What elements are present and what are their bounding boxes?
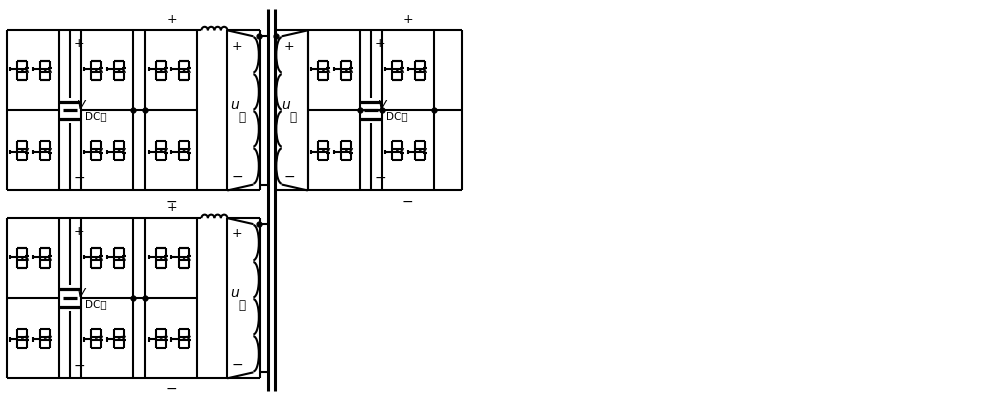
Polygon shape: [326, 68, 330, 73]
Polygon shape: [122, 68, 126, 73]
Polygon shape: [160, 70, 162, 72]
Text: −: −: [231, 358, 243, 372]
Text: DC甲: DC甲: [85, 111, 107, 121]
Polygon shape: [322, 149, 325, 151]
Polygon shape: [44, 149, 46, 151]
Text: $V$: $V$: [377, 99, 388, 112]
Text: 乙: 乙: [239, 299, 246, 312]
Polygon shape: [48, 336, 52, 340]
Polygon shape: [187, 148, 191, 153]
Text: $V$: $V$: [76, 99, 87, 112]
Polygon shape: [21, 258, 24, 260]
Text: 甲: 甲: [239, 111, 246, 124]
Text: $u$: $u$: [230, 286, 241, 300]
Polygon shape: [44, 70, 46, 72]
Polygon shape: [160, 337, 162, 339]
Text: +: +: [231, 40, 242, 53]
Text: +: +: [375, 37, 385, 50]
Polygon shape: [21, 70, 24, 72]
Text: −: −: [166, 194, 177, 208]
Text: +: +: [74, 37, 84, 50]
Polygon shape: [396, 149, 399, 151]
Polygon shape: [326, 148, 330, 153]
Polygon shape: [164, 148, 168, 153]
Polygon shape: [118, 337, 120, 339]
Polygon shape: [160, 258, 162, 260]
Text: +: +: [166, 13, 177, 26]
Polygon shape: [423, 68, 427, 73]
Polygon shape: [345, 149, 348, 151]
Polygon shape: [25, 148, 29, 153]
Polygon shape: [48, 148, 52, 153]
Polygon shape: [400, 68, 404, 73]
Polygon shape: [99, 68, 103, 73]
Text: −: −: [166, 382, 177, 396]
Text: +: +: [402, 13, 413, 26]
Polygon shape: [187, 68, 191, 73]
Polygon shape: [396, 70, 399, 72]
Polygon shape: [164, 256, 168, 260]
Polygon shape: [48, 68, 52, 73]
Polygon shape: [187, 256, 191, 260]
Polygon shape: [122, 256, 126, 260]
Polygon shape: [95, 337, 97, 339]
Text: +: +: [284, 40, 294, 53]
Polygon shape: [25, 336, 29, 340]
Text: −: −: [74, 358, 85, 372]
Text: −: −: [402, 194, 413, 208]
Polygon shape: [44, 258, 46, 260]
Text: $u$: $u$: [230, 98, 241, 112]
Polygon shape: [99, 336, 103, 340]
Polygon shape: [21, 337, 24, 339]
Polygon shape: [48, 256, 52, 260]
Text: DC丙: DC丙: [386, 111, 408, 121]
Polygon shape: [400, 148, 404, 153]
Polygon shape: [345, 70, 348, 72]
Text: −: −: [74, 171, 85, 185]
Polygon shape: [118, 258, 120, 260]
Polygon shape: [419, 149, 421, 151]
Text: 丙: 丙: [289, 111, 296, 124]
Text: −: −: [375, 171, 386, 185]
Polygon shape: [349, 68, 353, 73]
Polygon shape: [25, 68, 29, 73]
Polygon shape: [322, 70, 325, 72]
Text: −: −: [284, 170, 295, 184]
Polygon shape: [95, 70, 97, 72]
Polygon shape: [122, 336, 126, 340]
Polygon shape: [95, 149, 97, 151]
Polygon shape: [118, 70, 120, 72]
Polygon shape: [99, 256, 103, 260]
Text: −: −: [231, 170, 243, 184]
Polygon shape: [183, 70, 185, 72]
Polygon shape: [187, 336, 191, 340]
Text: DC乙: DC乙: [85, 299, 107, 309]
Polygon shape: [349, 148, 353, 153]
Polygon shape: [419, 70, 421, 72]
Polygon shape: [183, 149, 185, 151]
Text: +: +: [74, 224, 84, 238]
Polygon shape: [44, 337, 46, 339]
Text: +: +: [166, 201, 177, 214]
Polygon shape: [25, 256, 29, 260]
Polygon shape: [95, 258, 97, 260]
Polygon shape: [122, 148, 126, 153]
Polygon shape: [183, 337, 185, 339]
Polygon shape: [99, 148, 103, 153]
Polygon shape: [164, 336, 168, 340]
Text: $u$: $u$: [281, 98, 291, 112]
Text: $V$: $V$: [76, 287, 87, 300]
Polygon shape: [183, 258, 185, 260]
Polygon shape: [164, 68, 168, 73]
Polygon shape: [160, 149, 162, 151]
Text: +: +: [231, 228, 242, 240]
Polygon shape: [118, 149, 120, 151]
Polygon shape: [423, 148, 427, 153]
Polygon shape: [21, 149, 24, 151]
